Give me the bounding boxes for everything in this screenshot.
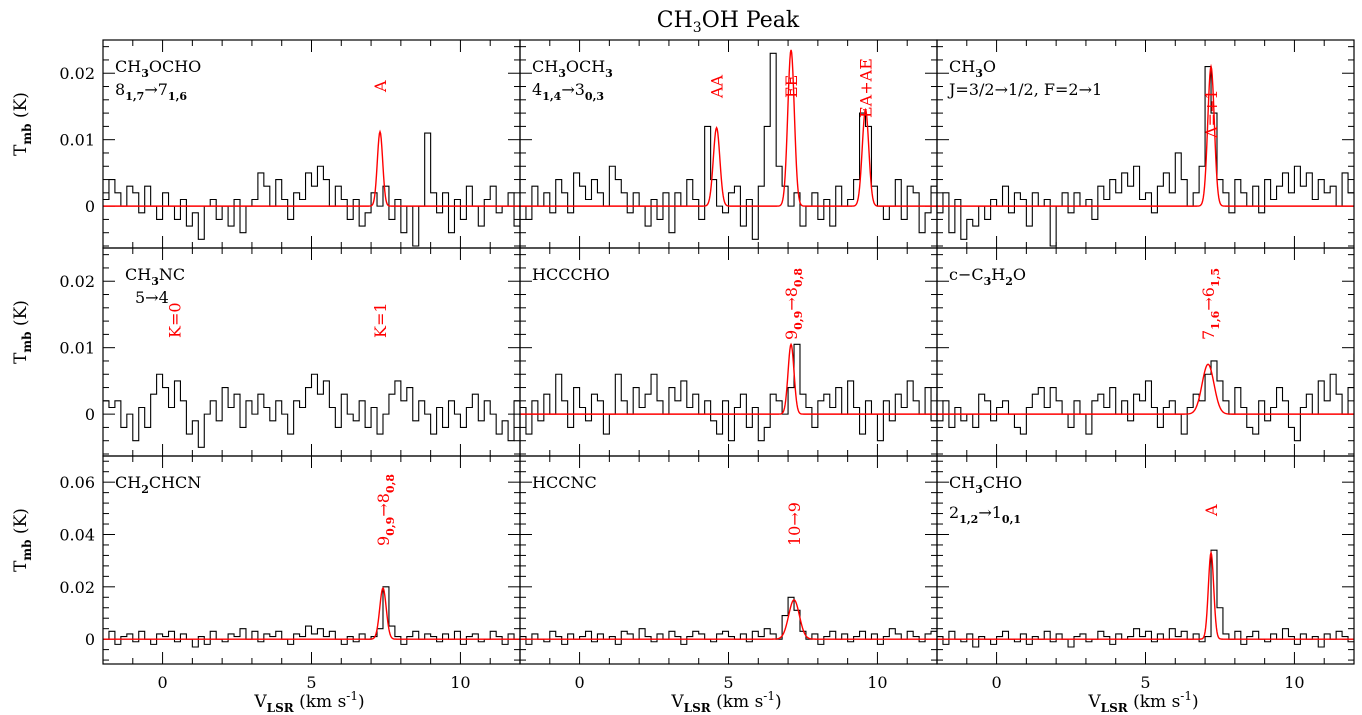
spectrum-histogram: [520, 52, 937, 240]
y-tick-label: 0.06: [59, 473, 95, 492]
gaussian-fit: [937, 363, 1354, 415]
y-tick-label: 0: [85, 405, 95, 424]
gaussian-fit: [103, 129, 520, 207]
transition-label: J=3/2→1/2, F=2→1: [947, 80, 1102, 99]
component-label: A: [1202, 504, 1221, 517]
species-label: HCCCHO: [532, 265, 610, 284]
x-tick-label: 5: [723, 673, 733, 692]
x-tick-label: 5: [1140, 673, 1150, 692]
axis-ticks: [936, 40, 1355, 248]
x-axis-label: VLSR (km s-1): [253, 689, 364, 715]
spectrum-histogram: [937, 66, 1354, 247]
x-tick-label: 0: [157, 673, 167, 692]
species-label: CH2CHCN: [115, 473, 201, 496]
gaussian-fit: [520, 49, 937, 207]
axis-ticks: [102, 248, 521, 456]
transition-label: 81,7→71,6: [115, 80, 187, 103]
y-tick-label: 0.02: [59, 578, 95, 597]
axis-ticks: [936, 456, 1355, 664]
species-label: CH3O: [949, 57, 996, 80]
gaussian-fit: [520, 599, 937, 640]
transition-label: 5→4: [135, 288, 169, 307]
panel-c-c3h2o: c−C3H2O 71,6→61,5: [936, 247, 1355, 457]
spectrum-histogram: [937, 549, 1354, 648]
species-label: HCCNC: [532, 473, 597, 492]
gaussian-fit: [103, 586, 520, 640]
y-axis-label: Tmb (K): [11, 508, 34, 572]
component-label: 90,9→80,8: [782, 268, 805, 340]
y-tick-label: 0.01: [59, 339, 95, 358]
axis-ticks: [519, 456, 938, 664]
axis-ticks: [519, 40, 938, 248]
spectrum-histogram: [103, 586, 520, 648]
y-axis-label: Tmb (K): [11, 92, 34, 156]
spectrum-histogram: [103, 132, 520, 247]
component-label: 10→9: [785, 502, 804, 546]
x-tick-label: 10: [867, 673, 887, 692]
species-label: CH3CHO: [949, 473, 1022, 496]
y-tick-label: 0.02: [59, 272, 95, 291]
y-tick-label: 0: [85, 197, 95, 216]
x-axis-label: VLSR (km s-1): [670, 689, 781, 715]
figure-title: CH3OH Peak: [657, 8, 800, 36]
spectrum-histogram: [520, 343, 937, 442]
panel-ch3cho: 0 5 10 CH3CHO 21,2→10,1 A: [936, 455, 1355, 692]
component-label: 90,9→80,8: [374, 474, 397, 546]
gaussian-fit: [937, 550, 1354, 640]
x-tick-label: 10: [450, 673, 470, 692]
species-label: c−C3H2O: [949, 265, 1026, 288]
species-label: CH3OCHO: [115, 57, 201, 80]
panel-frame: [936, 455, 1355, 665]
panel-hcccho: HCCCHO 90,9→80,8: [519, 247, 938, 457]
x-tick-label: 10: [1284, 673, 1304, 692]
y-axis-label: Tmb (K): [11, 300, 34, 364]
component-label: Λ=+1: [1202, 89, 1221, 139]
component-label: EA+AE: [857, 58, 876, 118]
x-axis-labels: VLSR (km s-1) VLSR (km s-1) VLSR (km s-1): [253, 689, 1198, 715]
gaussian-fit: [520, 342, 937, 415]
species-label: CH3OCH3: [532, 57, 613, 80]
panel-ch2chcn: 0 0.02 0.04 0.06 0 5 10 CH2CHCN 90,9→80,8: [59, 455, 521, 692]
y-tick-label: 0.01: [59, 131, 95, 150]
spectrum-histogram: [103, 373, 520, 448]
spectrum-histogram: [937, 353, 1354, 442]
component-label: 71,6→61,5: [1199, 268, 1222, 340]
x-tick-label: 5: [306, 673, 316, 692]
species-label: CH3NC: [125, 265, 185, 288]
x-axis-label: VLSR (km s-1): [1087, 689, 1198, 715]
y-axis-labels: Tmb (K) Tmb (K) Tmb (K): [11, 92, 34, 572]
component-label: K=0: [166, 302, 185, 338]
panel-hccnc: 0 5 10 HCCNC 10→9: [519, 455, 938, 692]
spectrum-histogram: [520, 596, 937, 645]
x-tick-label: 0: [574, 673, 584, 692]
y-tick-label: 0: [85, 630, 95, 649]
x-tick-label: 0: [991, 673, 1001, 692]
transition-label: 21,2→10,1: [949, 503, 1021, 526]
gaussian-fit: [937, 63, 1354, 207]
y-tick-label: 0.04: [59, 525, 95, 544]
component-label: A: [371, 80, 390, 93]
component-label: AA: [708, 74, 727, 99]
component-label: K=1: [371, 302, 390, 338]
component-label: EE: [782, 75, 801, 98]
y-tick-label: 0.02: [59, 64, 95, 83]
axis-ticks: [519, 248, 938, 456]
transition-label: 41,4→30,3: [532, 80, 604, 103]
panel-frame: [936, 39, 1355, 249]
